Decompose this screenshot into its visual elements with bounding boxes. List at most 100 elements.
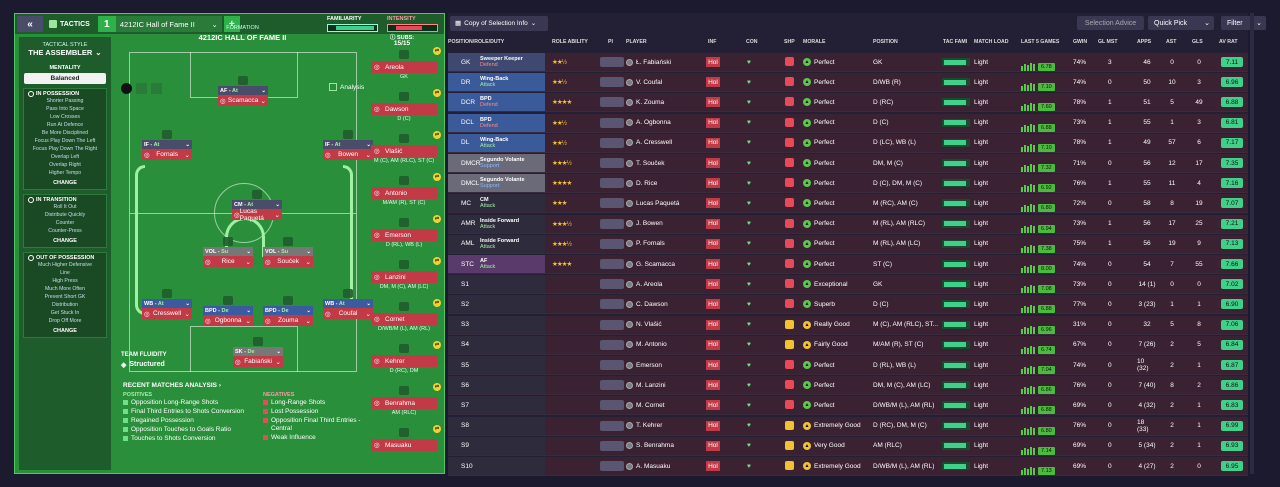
player-name[interactable]: ◎ Fabiański ⌄ <box>233 356 283 367</box>
role-duty[interactable]: BPD - De ⌄ <box>203 306 253 315</box>
role-duty-cell[interactable] <box>478 336 545 354</box>
table-row[interactable]: S8 T. Kehrer Hol ♥ ▲ Extremely Good D (RC), DM… <box>448 416 1248 436</box>
role-duty[interactable]: WB - At ⌄ <box>323 299 373 308</box>
sub-player[interactable]: ◎ Lanzini DM, M (C), AM (LC) ⇄ <box>371 257 441 290</box>
col-shp[interactable]: SHP <box>784 39 795 45</box>
col-tac-fami[interactable]: TAC FAMI <box>943 39 968 45</box>
col-last5[interactable]: LAST 5 GAMES <box>1021 39 1060 45</box>
player-name[interactable]: ◎ Zouma ⌄ <box>263 315 313 326</box>
sub-player[interactable]: ◎ Benrahma AM (RLC) ⇄ <box>371 383 441 416</box>
selection-advice-button[interactable]: Selection Advice <box>1077 16 1144 30</box>
table-row[interactable]: AML Inside Forward Attack ★★★½ P. Fornals Hol… <box>448 234 1248 254</box>
player-instructions-button[interactable] <box>600 380 624 391</box>
swap-arrow-icon[interactable]: ⇄ <box>433 131 441 139</box>
intensity-bar[interactable] <box>387 24 438 32</box>
col-gls[interactable]: GLS <box>1192 39 1203 45</box>
table-row[interactable]: MC CM Attack ★★★ Lucas Paquetá Hol ♥ ▲ Perfect M … <box>448 194 1248 214</box>
player-instructions-button[interactable] <box>600 218 624 229</box>
player-name[interactable]: ◎ Bowen ⌄ <box>323 149 373 160</box>
familiarity-bar[interactable] <box>327 24 378 32</box>
role-duty-cell[interactable] <box>478 316 545 334</box>
swap-arrow-icon[interactable]: ⇄ <box>433 89 441 97</box>
player-name-cell[interactable]: P. Fornals <box>626 235 701 253</box>
swap-arrow-icon[interactable]: ⇄ <box>433 383 441 391</box>
role-duty[interactable]: BPD - De ⌄ <box>263 306 313 315</box>
player-name[interactable]: ◎ Fornals ⌄ <box>142 149 192 160</box>
player-name-cell[interactable]: Emerson <box>626 356 701 374</box>
change-in-transition-button[interactable]: CHANGE <box>53 238 77 244</box>
role-duty-cell[interactable] <box>478 356 545 374</box>
role-duty[interactable]: VOL - Su ⌄ <box>203 247 253 256</box>
stats-icon[interactable] <box>136 83 147 94</box>
sub-player[interactable]: ◎ Vlašić M (C), AM (RLC), ST (C) ⇄ <box>371 131 441 164</box>
player-instructions-button[interactable] <box>600 117 624 128</box>
analysis-toggle[interactable]: Analysis <box>329 83 364 91</box>
role-duty-cell[interactable] <box>478 376 545 394</box>
role-duty-cell[interactable]: AF Attack <box>478 255 545 273</box>
sub-name[interactable]: ◎ Masuaku <box>371 439 437 451</box>
table-row[interactable]: S7 M. Cornet Hol ♥ ▲ Perfect D/WB/M (L), AM (R… <box>448 396 1248 416</box>
pitch-player[interactable]: AF - At ⌄ ◎ Scamacca ⌄ <box>218 86 268 106</box>
player-name-cell[interactable]: C. Dawson <box>626 295 701 313</box>
player-instructions-button[interactable] <box>600 360 624 370</box>
col-gwin[interactable]: GWIN <box>1073 39 1088 45</box>
col-av-rat[interactable]: AV RAT <box>1219 39 1238 45</box>
role-duty-cell[interactable]: Sweeper Keeper Defend <box>478 53 545 71</box>
role-duty-cell[interactable]: Wing-Back Attack <box>478 134 545 152</box>
role-duty[interactable]: IF - At ⌄ <box>142 140 192 149</box>
role-duty-cell[interactable] <box>478 437 545 455</box>
info-icon[interactable] <box>121 83 132 94</box>
table-row[interactable]: AMR Inside Forward Attack ★★★½ J. Bowen Hol ♥ ▲… <box>448 214 1248 234</box>
player-name[interactable]: ◎ Lucas Paquetá ⌄ <box>232 208 282 222</box>
table-row[interactable]: S10 A. Masuaku Hol ♥ ▲ Extremely Good D/WB/M (… <box>448 457 1248 476</box>
col-morale[interactable]: MORALE <box>803 39 826 45</box>
sub-name[interactable]: ◎ Antonio <box>371 187 437 199</box>
role-duty[interactable]: IF - At ⌄ <box>323 140 373 149</box>
col-apps[interactable]: APPS <box>1137 39 1152 45</box>
back-button[interactable]: « <box>17 16 43 32</box>
role-duty[interactable]: VOL - Su ⌄ <box>263 247 313 256</box>
table-row[interactable]: S4 M. Antonio Hol ♥ ▲ Fairly Good M/AM (R), ST… <box>448 335 1248 355</box>
role-duty-cell[interactable] <box>478 457 545 475</box>
table-row[interactable]: STC AF Attack ★★★★ G. Scamacca Hol ♥ ▲ Perfect ST… <box>448 255 1248 274</box>
player-name-cell[interactable]: T. Souček <box>626 154 701 172</box>
col-position-role[interactable]: POSITION/ROLE/DUTY <box>448 39 505 45</box>
recent-analysis-title[interactable]: RECENT MATCHES ANALYSIS › <box>123 382 222 389</box>
player-name-cell[interactable]: Lucas Paquetá <box>626 194 701 212</box>
player-instructions-button[interactable] <box>600 259 624 269</box>
player-name-cell[interactable]: K. Zouma <box>626 93 701 111</box>
player-name-cell[interactable]: G. Scamacca <box>626 255 701 273</box>
player-name-cell[interactable]: M. Cornet <box>626 396 701 414</box>
player-name-cell[interactable]: S. Benrahma <box>626 437 701 455</box>
col-role-ability[interactable]: ROLE ABILITY <box>552 39 588 45</box>
role-duty[interactable]: AF - At ⌄ <box>218 86 268 95</box>
sub-player[interactable]: ◎ Cornet D/WB/M (L), AM (RL) ⇄ <box>371 299 441 332</box>
player-instructions-button[interactable] <box>600 77 624 88</box>
sub-player[interactable]: ◎ Dawson D (C) ⇄ <box>371 89 441 122</box>
pitch-player[interactable]: VOL - Su ⌄ ◎ Rice ⌄ <box>203 247 253 267</box>
col-pi[interactable]: PI <box>608 39 613 45</box>
table-row[interactable]: S9 S. Benrahma Hol ♥ ▲ Very Good AM (RLC) Light… <box>448 436 1248 456</box>
role-duty-cell[interactable]: BPD Defend <box>478 93 545 111</box>
player-instructions-button[interactable] <box>600 238 624 249</box>
sub-player[interactable]: ◎ Kehrer D (RC), DM ⇄ <box>371 341 441 374</box>
role-duty-cell[interactable]: Inside Forward Attack <box>478 215 545 233</box>
player-instructions-button[interactable] <box>600 299 624 310</box>
player-name[interactable]: ◎ Souček ⌄ <box>263 256 313 267</box>
sub-name[interactable]: ◎ Benrahma <box>371 397 437 409</box>
player-instructions-button[interactable] <box>600 339 624 350</box>
player-name-cell[interactable]: V. Coufal <box>626 73 701 91</box>
player-instructions-button[interactable] <box>600 57 624 67</box>
pitch-player[interactable]: SK - De ⌄ ◎ Fabiański ⌄ <box>233 347 283 367</box>
scrollbar[interactable] <box>1250 13 1254 474</box>
player-instructions-button[interactable] <box>600 461 624 471</box>
pitch-player[interactable]: BPD - De ⌄ ◎ Zouma ⌄ <box>263 306 313 326</box>
table-row[interactable]: DCL BPD Defend ★★½ A. Ogbonna Hol ♥ ▲ Perfect D (… <box>448 113 1248 133</box>
mentality-select[interactable]: Balanced <box>24 73 106 84</box>
player-instructions-button[interactable] <box>600 97 624 108</box>
sub-name[interactable]: ◎ Cornet <box>371 313 437 325</box>
col-inf[interactable]: INF <box>708 39 717 45</box>
sub-name[interactable]: ◎ Emerson <box>371 229 437 241</box>
role-duty-cell[interactable] <box>478 417 545 435</box>
player-instructions-button[interactable] <box>600 400 624 411</box>
